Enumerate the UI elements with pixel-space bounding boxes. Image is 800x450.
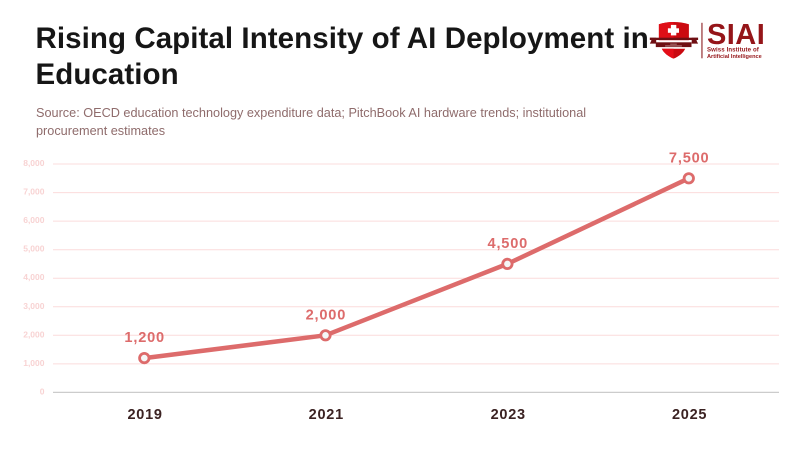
svg-text:7,500: 7,500 — [669, 150, 710, 166]
svg-text:8,000: 8,000 — [23, 158, 45, 168]
svg-text:2019: 2019 — [127, 407, 162, 423]
svg-text:2,000: 2,000 — [306, 307, 347, 323]
svg-text:4,000: 4,000 — [23, 272, 45, 282]
svg-text:1,000: 1,000 — [23, 358, 45, 368]
svg-text:0: 0 — [40, 386, 45, 396]
svg-text:Artificial Intelligence: Artificial Intelligence — [707, 54, 762, 60]
svg-text:3,000: 3,000 — [23, 301, 45, 311]
svg-text:2025: 2025 — [672, 407, 707, 423]
svg-text:SIAI: SIAI — [707, 19, 765, 51]
svg-text:5,000: 5,000 — [23, 244, 45, 254]
svg-text:2023: 2023 — [491, 407, 526, 423]
svg-text:2021: 2021 — [309, 407, 344, 423]
svg-text:2,000: 2,000 — [23, 329, 45, 339]
svg-text:Swiss Institute of: Swiss Institute of — [707, 47, 760, 54]
svg-text:7,000: 7,000 — [23, 187, 45, 197]
svg-text:4,500: 4,500 — [488, 236, 529, 252]
svg-text:6,000: 6,000 — [23, 215, 45, 225]
svg-text:1,200: 1,200 — [124, 330, 165, 346]
